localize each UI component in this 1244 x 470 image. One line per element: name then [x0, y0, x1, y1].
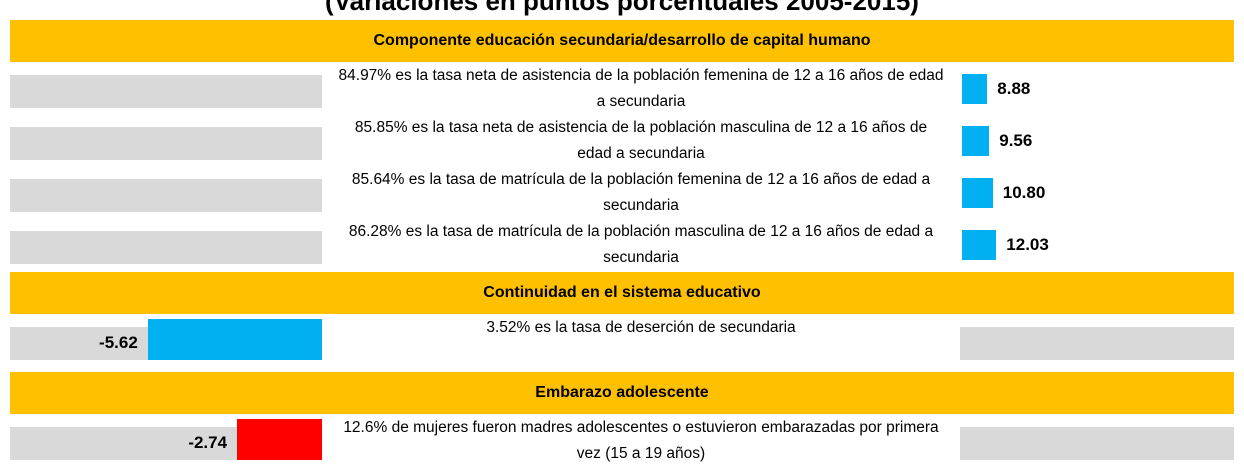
bar — [962, 230, 997, 260]
title: (Variaciones en puntos porcentuales 2005… — [325, 0, 919, 16]
bg-box — [10, 75, 322, 108]
row-text: 85.64% es la tasa de matrícula de la pob… — [351, 171, 931, 214]
row-text: 84.97% es la tasa neta de asistencia de … — [338, 67, 944, 110]
value-label: 10.80 — [1002, 183, 1046, 202]
bar — [962, 74, 988, 104]
value-label: 9.56 — [999, 131, 1033, 150]
bg-box — [10, 231, 322, 264]
bg-box — [960, 427, 1234, 460]
section-header: Componente educación secundaria/desarrol… — [10, 20, 1234, 62]
value-label: 8.88 — [997, 79, 1031, 98]
value-label: 12.03 — [1006, 235, 1049, 254]
bar — [237, 419, 322, 460]
section-header: Embarazo adolescente — [10, 372, 1234, 414]
row-text: 85.85% es la tasa neta de asistencia de … — [354, 119, 928, 162]
row-text: 12.6% de mujeres fueron madres adolescen… — [343, 419, 939, 462]
value-label: -2.74 — [188, 433, 228, 452]
bar — [962, 126, 990, 156]
section-header: Continuidad en el sistema educativo — [10, 272, 1234, 314]
bg-box — [10, 179, 322, 212]
value-label: -5.62 — [99, 333, 138, 352]
bg-box — [10, 127, 322, 160]
bar — [147, 319, 322, 360]
row-text: 86.28% es la tasa de matrícula de la pob… — [348, 223, 934, 266]
bar — [962, 178, 993, 208]
bg-box — [960, 327, 1234, 360]
row-text: 3.52% es la tasa de deserción de secunda… — [486, 319, 796, 336]
